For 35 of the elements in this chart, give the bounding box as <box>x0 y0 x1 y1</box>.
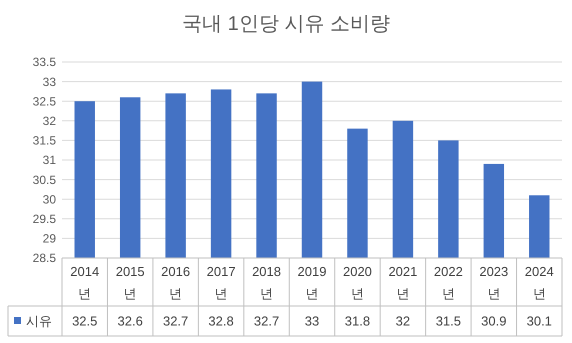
y-tick-label: 28.5 <box>32 251 56 266</box>
y-tick-label: 31 <box>42 153 56 168</box>
x-tick-label: 2022년 <box>434 264 463 301</box>
y-tick-label: 33.5 <box>32 55 56 70</box>
y-tick-label: 30 <box>42 192 56 206</box>
x-tick-label: 2016년 <box>161 264 190 301</box>
data-label: 32.8 <box>208 314 234 329</box>
x-tick-label: 2023년 <box>479 264 508 301</box>
data-label: 32.5 <box>72 314 98 329</box>
x-tick-label: 2015년 <box>116 264 145 301</box>
y-tick-label: 30.5 <box>32 172 56 187</box>
data-label: 33 <box>304 314 320 329</box>
data-label: 30.9 <box>481 314 506 329</box>
y-tick-label: 29.5 <box>32 212 56 226</box>
data-label: 32.7 <box>162 314 188 329</box>
legend-label: 시유 <box>26 314 52 329</box>
x-tick-label: 2019년 <box>298 264 326 301</box>
chart-title: 국내 1인당 시유 소비량 <box>182 13 390 35</box>
y-tick-label: 31.5 <box>32 134 56 148</box>
x-tick-label: 2014년 <box>70 264 100 301</box>
x-tick-label: 2020년 <box>342 264 372 301</box>
data-label: 32.7 <box>254 314 280 329</box>
data-label: 31.5 <box>436 314 462 329</box>
data-label: 32 <box>396 314 410 329</box>
x-tick-label: 2018년 <box>252 264 282 301</box>
data-label: 32.6 <box>118 314 143 329</box>
y-tick-label: 29 <box>42 232 56 246</box>
y-tick-label: 32 <box>42 114 56 128</box>
data-label: 31.8 <box>344 314 370 329</box>
y-tick-label: 33 <box>42 74 56 89</box>
y-tick-label: 32.5 <box>32 94 56 108</box>
data-label: 30.1 <box>526 314 552 329</box>
x-tick-label: 2021년 <box>388 264 418 301</box>
x-tick-label: 2017년 <box>206 264 236 301</box>
x-tick-label: 2024년 <box>524 264 554 301</box>
